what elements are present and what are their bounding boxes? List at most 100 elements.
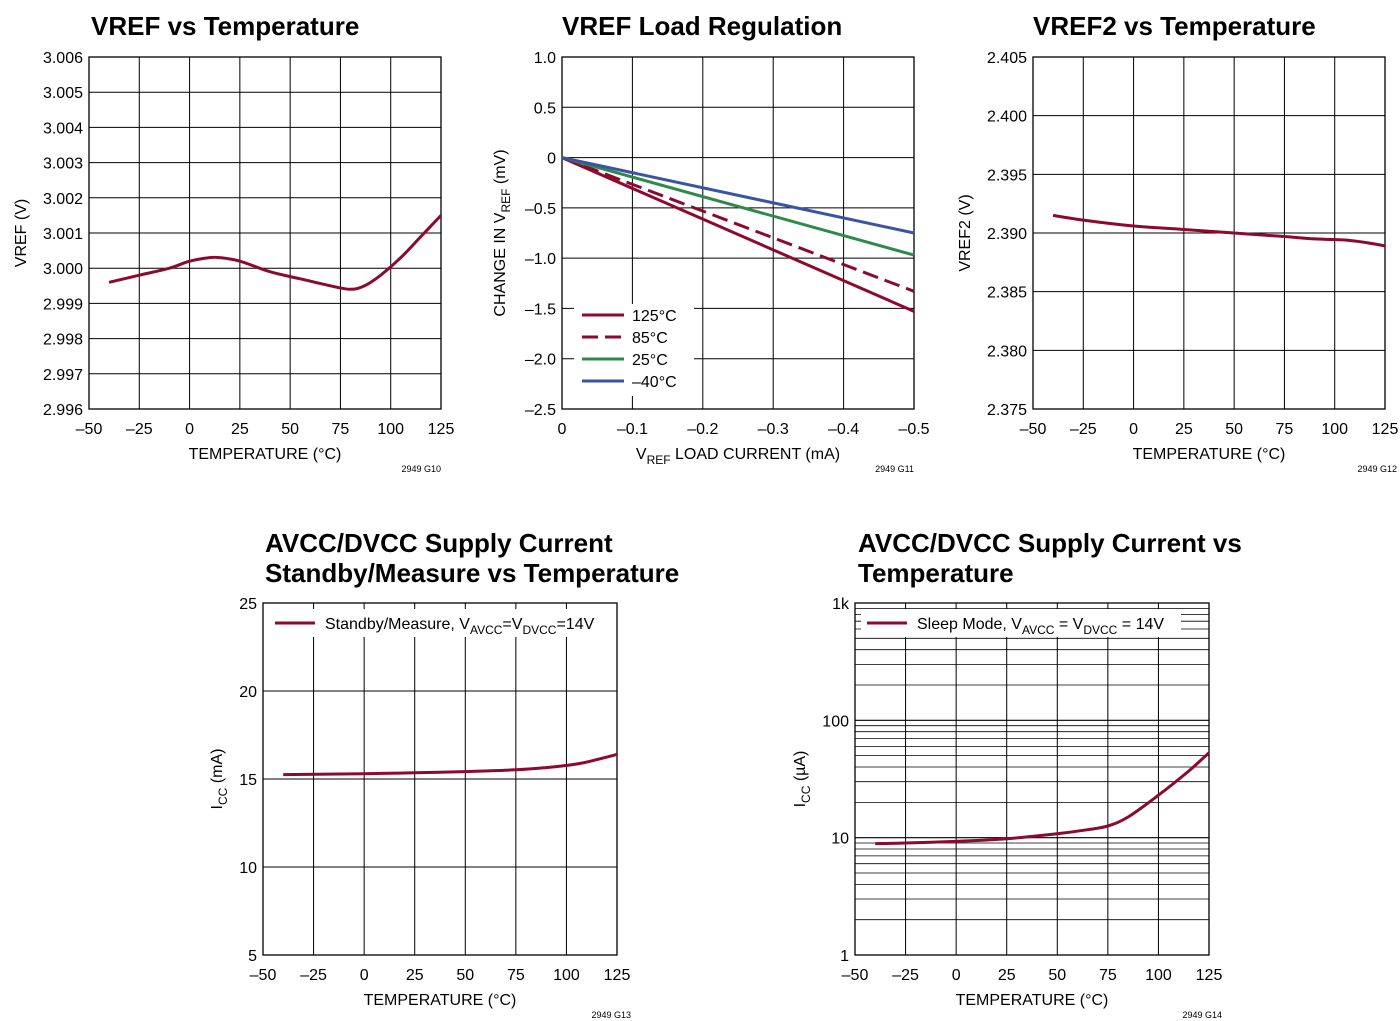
y-axis-label: VREF2 (V)	[957, 194, 974, 271]
y-axis-label: CHANGE IN VREF (mV)	[492, 149, 513, 316]
series-line-1	[561, 156, 915, 313]
x-tick-label: 0	[1129, 421, 1138, 438]
y-tick-label: 100	[822, 713, 849, 730]
legend-label: 25°C	[632, 352, 668, 369]
x-tick-label: 75	[507, 967, 525, 984]
chart-title: VREF vs Temperature	[91, 11, 359, 41]
y-tick-label: 5	[248, 948, 257, 965]
legend-label: 125°C	[632, 308, 677, 325]
y-axis-label-sub: CC	[799, 785, 813, 803]
y-tick-label: –2.0	[525, 352, 556, 369]
x-tick-label: –25	[300, 967, 327, 984]
legend-box	[861, 609, 1181, 637]
x-tick-label: 125	[428, 421, 455, 438]
x-tick-label: 25	[1175, 421, 1193, 438]
x-tick-label: –0.5	[898, 421, 929, 438]
x-tick-label: 125	[604, 967, 631, 984]
y-tick-label: 2.400	[987, 109, 1027, 126]
legend-sub: AVCC	[470, 623, 503, 637]
figure-id: 2949 G10	[401, 464, 441, 474]
legend: Standby/Measure, VAVCC=VDVCC=14V	[269, 609, 614, 637]
y-tick-label: 3.001	[43, 226, 83, 243]
y-axis-label-sub: REF	[499, 189, 513, 213]
y-axis-label-main: I	[792, 803, 809, 807]
legend-part: Sleep Mode, V	[917, 616, 1022, 633]
series-line-2	[561, 156, 915, 293]
y-tick-label: 2.385	[987, 285, 1027, 302]
x-tick-label: –0.3	[758, 421, 789, 438]
y-axis-label-main: I	[209, 805, 226, 809]
legend: 125°C 85°C 25°C –40°C	[574, 304, 694, 396]
y-axis-label: ICC (mA)	[209, 749, 230, 810]
legend-part: = 14V	[1117, 616, 1164, 633]
x-tick-label: 50	[281, 421, 299, 438]
legend-label: Standby/Measure, VAVCC=VDVCC=14V	[325, 616, 595, 637]
x-tick-label: –50	[76, 421, 103, 438]
chart-4: AVCC/DVCC Supply CurrentStandby/Measure …	[209, 528, 679, 1020]
chart-title-line2: Temperature	[858, 558, 1014, 588]
x-tick-label: 125	[1372, 421, 1399, 438]
x-tick-label: 100	[1321, 421, 1348, 438]
x-tick-label: 50	[1225, 421, 1243, 438]
x-tick-label: 0	[952, 967, 961, 984]
y-tick-label: 3.004	[43, 120, 83, 137]
x-axis-label: TEMPERATURE (°C)	[364, 992, 517, 1009]
x-tick-label: 100	[553, 967, 580, 984]
y-tick-label: 1	[840, 948, 849, 965]
y-tick-label: –1.0	[525, 251, 556, 268]
y-tick-label: 3.005	[43, 85, 83, 102]
chart-title: VREF2 vs Temperature	[1033, 11, 1316, 41]
y-tick-label: 10	[239, 860, 257, 877]
y-tick-label: 0.5	[534, 100, 556, 117]
y-tick-label: 2.998	[43, 332, 83, 349]
series-line-1	[1052, 213, 1386, 248]
chart-1: VREF vs Temperature –50 –25 0 25 50 75 100 125 2.…	[13, 11, 454, 474]
x-axis-label: TEMPERATURE (°C)	[189, 446, 342, 463]
legend-label: Sleep Mode, VAVCC = VDVCC = 14V	[917, 616, 1164, 637]
x-tick-label: 100	[377, 421, 404, 438]
y-tick-label: 3.003	[43, 156, 83, 173]
series-line-4	[561, 156, 915, 235]
y-axis-label: VREF (V)	[13, 199, 30, 267]
series-line-3	[561, 156, 915, 257]
x-axis-label: VREF LOAD CURRENT (mA)	[636, 446, 840, 467]
x-tick-label: 50	[456, 967, 474, 984]
x-axis-label-sub: REF	[647, 453, 671, 467]
y-axis-label-main: CHANGE IN V	[492, 212, 509, 316]
figure-id: 2949 G11	[875, 464, 914, 474]
y-axis-label: ICC (µA)	[792, 751, 813, 808]
y-tick-label: 3.000	[43, 261, 83, 278]
x-tick-label: 25	[231, 421, 249, 438]
y-axis-label-rest: (mA)	[209, 749, 226, 788]
y-tick-label: 2.405	[987, 50, 1027, 67]
x-tick-label: 75	[332, 421, 350, 438]
y-tick-label: 10	[831, 831, 849, 848]
x-tick-label: 125	[1196, 967, 1223, 984]
legend-part: =14V	[556, 616, 594, 633]
x-tick-label: –0.2	[687, 421, 718, 438]
legend-part: Standby/Measure, V	[325, 616, 470, 633]
y-tick-label: –0.5	[525, 201, 556, 218]
x-tick-label: –50	[842, 967, 869, 984]
y-tick-label: 2.395	[987, 167, 1027, 184]
y-tick-label: 2.375	[987, 402, 1027, 419]
y-tick-label: 2.390	[987, 226, 1027, 243]
y-tick-label: 1.0	[534, 50, 556, 67]
legend-sub: DVCC	[522, 623, 556, 637]
chart-title: VREF Load Regulation	[562, 11, 842, 41]
x-tick-label: 0	[185, 421, 194, 438]
x-tick-label: 25	[406, 967, 424, 984]
x-axis-label: TEMPERATURE (°C)	[1133, 446, 1286, 463]
y-tick-label: 0	[547, 151, 556, 168]
y-tick-label: –1.5	[525, 301, 556, 318]
plot-frame	[1032, 56, 1386, 410]
y-tick-label: 2.997	[43, 367, 83, 384]
x-tick-label: 0	[360, 967, 369, 984]
x-tick-label: –50	[250, 967, 277, 984]
figure-id: 2949 G12	[1357, 464, 1397, 474]
y-axis-label-rest: (mV)	[492, 149, 509, 188]
y-tick-label: 15	[239, 772, 257, 789]
x-tick-label: –50	[1020, 421, 1047, 438]
y-tick-label: 1k	[832, 596, 850, 613]
